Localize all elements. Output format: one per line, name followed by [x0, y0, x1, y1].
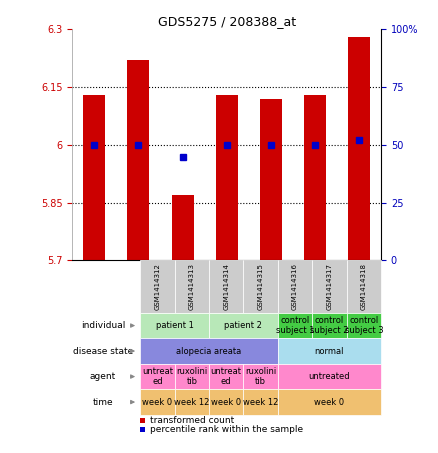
Text: ruxolini
tib: ruxolini tib — [176, 367, 208, 386]
Text: time: time — [92, 398, 113, 407]
Text: week 12: week 12 — [243, 398, 278, 407]
Title: GDS5275 / 208388_at: GDS5275 / 208388_at — [158, 15, 296, 28]
Text: ruxolini
tib: ruxolini tib — [245, 367, 276, 386]
Text: agent: agent — [90, 372, 116, 381]
Bar — [215, 95, 238, 260]
Bar — [127, 60, 149, 260]
Text: untreat
ed: untreat ed — [142, 367, 173, 386]
Text: transformed count: transformed count — [150, 416, 234, 425]
Text: normal: normal — [314, 347, 344, 356]
Text: percentile rank within the sample: percentile rank within the sample — [150, 425, 303, 434]
Text: control
subject 3: control subject 3 — [345, 316, 383, 335]
Text: disease state: disease state — [73, 347, 133, 356]
Bar — [304, 95, 326, 260]
Text: week 12: week 12 — [174, 398, 209, 407]
Text: control
subject 1: control subject 1 — [276, 316, 314, 335]
Text: week 0: week 0 — [211, 398, 241, 407]
Text: individual: individual — [81, 321, 125, 330]
Text: GSM1414315: GSM1414315 — [258, 263, 264, 310]
Text: patient 1: patient 1 — [155, 321, 194, 330]
Text: week 0: week 0 — [142, 398, 173, 407]
Text: GSM1414317: GSM1414317 — [326, 263, 332, 310]
Text: GSM1414318: GSM1414318 — [361, 263, 367, 310]
Text: GSM1414316: GSM1414316 — [292, 263, 298, 310]
Text: alopecia areata: alopecia areata — [177, 347, 242, 356]
Bar — [348, 37, 370, 260]
Bar — [83, 95, 106, 260]
Text: GSM1414312: GSM1414312 — [155, 263, 160, 310]
Text: GSM1414314: GSM1414314 — [223, 263, 229, 310]
Text: untreat
ed: untreat ed — [211, 367, 242, 386]
Text: untreated: untreated — [309, 372, 350, 381]
Bar — [172, 195, 194, 260]
Text: GSM1414313: GSM1414313 — [189, 263, 195, 310]
Text: patient 2: patient 2 — [225, 321, 262, 330]
Bar — [260, 99, 282, 260]
Text: control
subject 2: control subject 2 — [310, 316, 349, 335]
Text: week 0: week 0 — [314, 398, 345, 407]
